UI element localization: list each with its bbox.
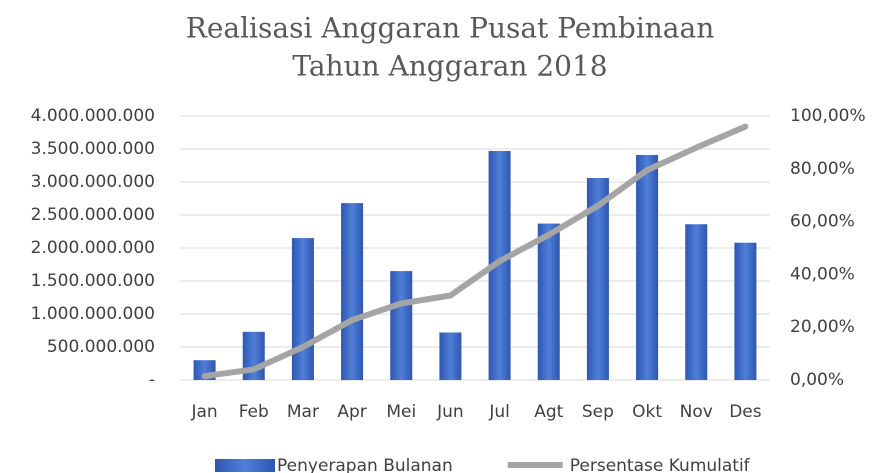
line (201, 123, 749, 380)
y2-tick-label: 0,00% (790, 370, 844, 390)
legend-label: Penyerapan Bulanan (277, 456, 453, 473)
y2-tick-label: 100,00% (790, 106, 866, 126)
bar (636, 154, 659, 380)
legend-label: Persentase Kumulatif (570, 456, 751, 473)
x-tick-label: Jul (488, 402, 510, 422)
legend-swatch (215, 459, 275, 472)
bar (685, 224, 708, 380)
x-tick-label: Feb (239, 402, 269, 422)
bar (291, 238, 314, 380)
x-tick-label: Apr (337, 402, 366, 422)
y-tick-label: 2.000.000.000 (31, 238, 155, 258)
bar (586, 178, 609, 380)
x-tick-label: Okt (632, 402, 662, 422)
bar (537, 223, 560, 380)
y2-tick-label: 20,00% (790, 317, 855, 337)
x-tick-label: Jan (190, 402, 217, 422)
bar (390, 271, 413, 380)
y-tick-label: 3.500.000.000 (31, 139, 155, 159)
x-tick-label: Mar (287, 402, 319, 422)
y-tick-label: 2.500.000.000 (31, 205, 155, 225)
x-tick-label: Mei (386, 402, 416, 422)
bar (488, 150, 511, 380)
x-tick-label: Jun (436, 402, 464, 422)
x-tick-label: Sep (582, 402, 614, 422)
chart-title: Tahun Anggaran 2018 (292, 50, 607, 83)
y-tick-label: 4.000.000.000 (31, 106, 155, 126)
bar (439, 332, 462, 380)
y2-tick-label: 40,00% (790, 264, 855, 284)
x-tick-label: Des (729, 402, 762, 422)
chart-title: Realisasi Anggaran Pusat Pembinaan (186, 12, 714, 45)
x-tick-label: Agt (534, 402, 563, 422)
bar (734, 242, 757, 380)
bar (341, 203, 364, 380)
x-tick-label: Nov (680, 402, 713, 422)
y-tick-label: 1.000.000.000 (31, 304, 155, 324)
y-tick-label: 3.000.000.000 (31, 172, 155, 192)
y2-tick-label: 60,00% (790, 212, 855, 232)
y-tick-label: 500.000.000 (47, 337, 155, 357)
y-tick-label: 1.500.000.000 (31, 271, 155, 291)
y2-tick-label: 80,00% (790, 159, 855, 179)
y-tick-label: - (149, 370, 155, 390)
